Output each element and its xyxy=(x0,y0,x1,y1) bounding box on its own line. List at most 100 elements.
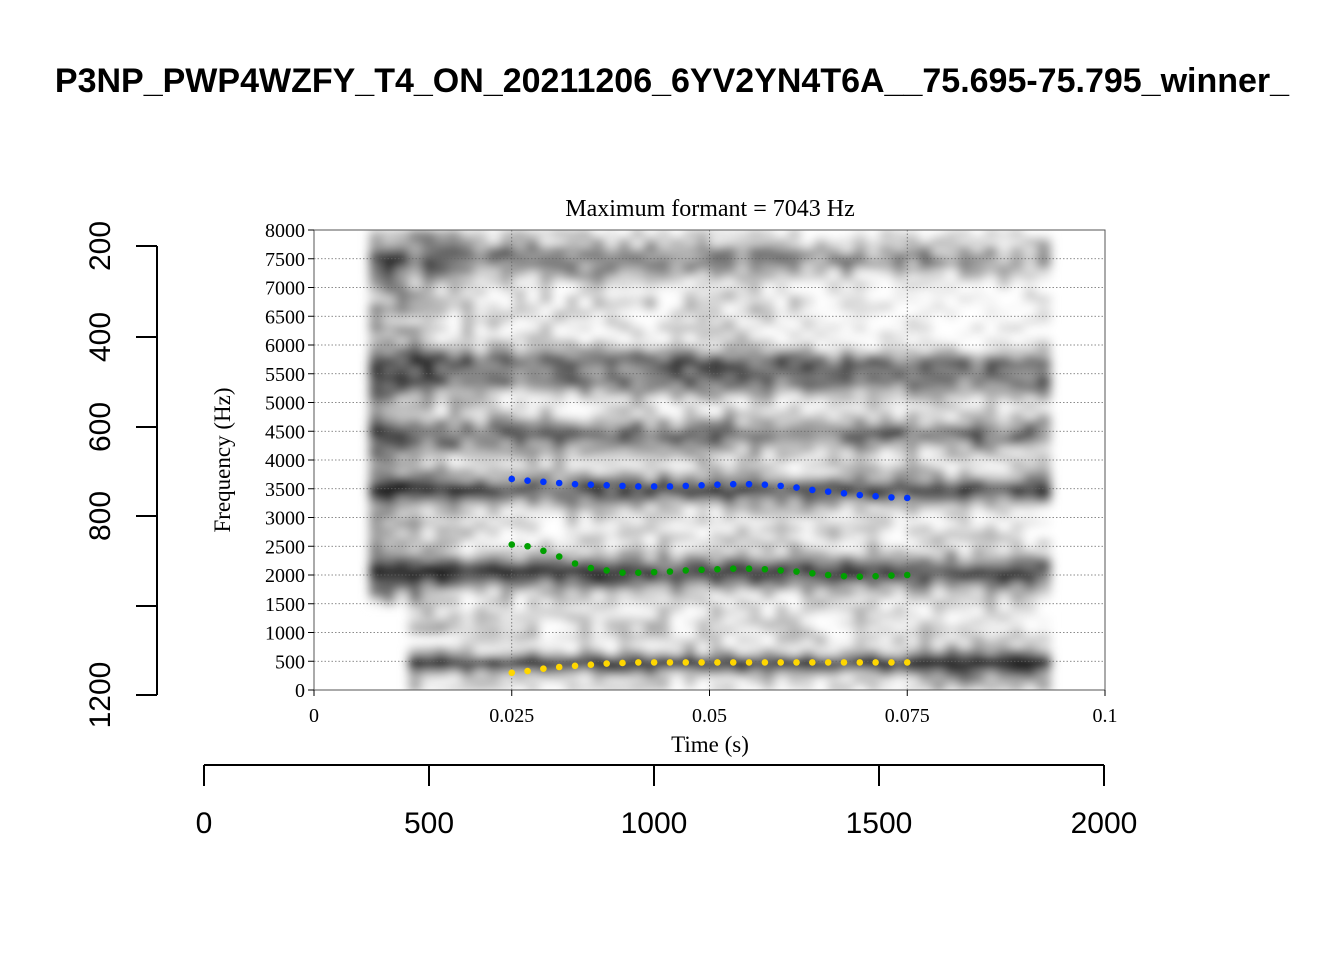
formant-point xyxy=(761,659,769,666)
formant-point xyxy=(698,659,705,666)
formant-tracks xyxy=(508,475,911,677)
formant-point xyxy=(729,480,737,488)
formant-point xyxy=(603,482,610,489)
formant-point xyxy=(508,475,516,483)
formant-point xyxy=(524,667,531,675)
outer-bottom-tick-label: 1500 xyxy=(846,807,913,840)
formant-series-1 xyxy=(508,659,911,677)
formant-series-2 xyxy=(508,541,911,581)
formant-point xyxy=(682,659,690,666)
y-tick-label: 5000 xyxy=(265,393,305,415)
formant-point xyxy=(903,571,911,579)
formant-point xyxy=(777,482,784,490)
y-tick-label: 7000 xyxy=(265,278,305,300)
y-tick-label: 2000 xyxy=(265,565,305,587)
outer-bottom-tick-label: 0 xyxy=(196,807,213,840)
formant-point xyxy=(729,659,737,666)
y-tick-label: 4000 xyxy=(265,450,305,472)
formant-point xyxy=(840,490,848,497)
formant-point xyxy=(555,479,563,487)
x-tick-label: 0.025 xyxy=(489,705,534,727)
formant-point xyxy=(840,659,848,666)
formant-point xyxy=(856,491,864,499)
formant-point xyxy=(571,480,579,488)
y-tick-label: 500 xyxy=(275,651,305,673)
formant-point xyxy=(714,481,721,489)
formant-series-3 xyxy=(508,475,911,502)
formant-point xyxy=(824,571,832,579)
formant-point xyxy=(524,542,531,550)
formant-point xyxy=(809,569,816,577)
outer-bottom-tick-label: 2000 xyxy=(1071,807,1138,840)
x-tick-label: 0.075 xyxy=(885,705,930,727)
formant-point xyxy=(650,659,658,666)
formant-point xyxy=(745,480,753,488)
formant-point xyxy=(856,659,864,666)
outer-left-tick-label: 400 xyxy=(84,312,117,362)
y-tick-label: 1000 xyxy=(265,623,305,645)
y-tick-label: 3500 xyxy=(265,479,305,501)
formant-point xyxy=(903,659,911,666)
formant-point xyxy=(508,541,516,548)
formant-point xyxy=(555,663,563,671)
formant-point xyxy=(872,572,879,580)
formant-point xyxy=(793,659,800,666)
y-tick-label: 5500 xyxy=(265,364,305,386)
formant-point xyxy=(540,478,547,486)
y-tick-label: 0 xyxy=(295,680,305,702)
formant-point xyxy=(824,659,832,666)
y-tick-label: 2500 xyxy=(265,536,305,558)
formant-point xyxy=(872,492,879,500)
formant-point xyxy=(840,572,848,580)
formant-point xyxy=(524,477,531,485)
formant-point xyxy=(587,661,595,668)
formant-point xyxy=(809,659,816,666)
outer-left-tick-label: 200 xyxy=(84,221,117,271)
formant-point xyxy=(777,659,784,666)
formant-point xyxy=(714,659,721,666)
x-tick-label: 0.1 xyxy=(1093,705,1118,727)
spectrogram-panel: 0 0.025 0.05 0.075 0.1 0 500 1000 1500 2000 2500 3… xyxy=(210,196,1118,757)
formant-point xyxy=(635,569,642,576)
formant-point xyxy=(619,569,626,576)
formant-point xyxy=(745,659,753,666)
y-axis-label: Frequency (Hz) xyxy=(210,388,235,533)
formant-point xyxy=(650,568,658,576)
y-tick-label: 4500 xyxy=(265,421,305,443)
formant-point xyxy=(555,553,563,560)
x-axis-label: Time (s) xyxy=(671,732,749,757)
formant-point xyxy=(745,565,753,572)
formant-point xyxy=(540,547,547,555)
y-tick-label: 1500 xyxy=(265,594,305,616)
formant-point xyxy=(856,573,864,581)
outer-left-tick-label: 1200 xyxy=(84,662,117,729)
formant-point xyxy=(540,665,547,673)
formant-point xyxy=(888,494,895,501)
formant-point xyxy=(571,560,579,567)
formant-point xyxy=(587,564,595,572)
chart-subtitle: Maximum formant = 7043 Hz xyxy=(565,196,855,222)
formant-point xyxy=(809,486,816,494)
formant-point xyxy=(619,482,626,490)
formant-point xyxy=(603,660,610,667)
outer-left-tick-label: 600 xyxy=(84,402,117,452)
x-tick-label: 0 xyxy=(309,705,319,727)
formant-point xyxy=(635,659,642,666)
formant-point xyxy=(761,481,769,489)
formant-point xyxy=(888,572,895,579)
formant-point xyxy=(666,483,674,490)
formant-point xyxy=(635,483,642,490)
formant-point xyxy=(729,565,737,572)
formant-point xyxy=(824,488,832,495)
outer-left-axis: 200 400 600 800 1200 xyxy=(84,221,158,729)
formant-point xyxy=(761,565,769,573)
y-tick-label: 7500 xyxy=(265,249,305,271)
formant-point xyxy=(666,568,674,575)
spectrogram-image xyxy=(369,230,1051,690)
outer-bottom-tick-label: 1000 xyxy=(621,807,688,840)
formant-point xyxy=(777,567,784,574)
outer-left-tick-label: 800 xyxy=(84,491,117,541)
formant-point xyxy=(793,568,800,575)
chart-title: P3NP_PWP4WZFY_T4_ON_20211206_6YV2YN4T6A_… xyxy=(55,62,1290,100)
